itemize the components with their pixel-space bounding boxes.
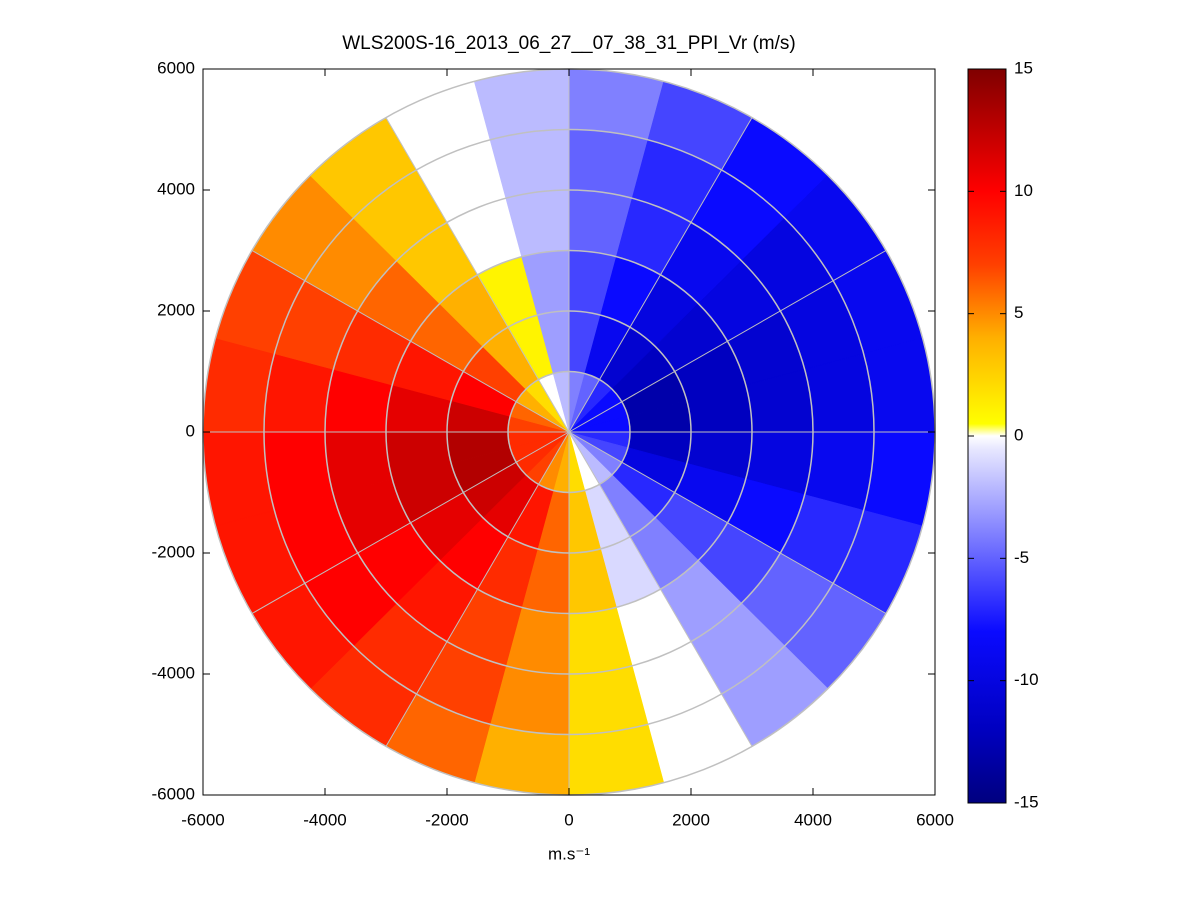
colorbar-tick-label: 15	[1014, 58, 1033, 77]
y-tick-label: -6000	[152, 784, 195, 803]
x-tick-label: -2000	[425, 810, 468, 829]
x-tick-label: -6000	[181, 810, 224, 829]
y-tick-label: -4000	[152, 663, 195, 682]
colorbar-tick-label: -10	[1014, 670, 1039, 689]
azimuth-spoke	[251, 250, 570, 433]
azimuth-spoke	[568, 250, 887, 433]
x-tick-label: 4000	[794, 810, 832, 829]
x-tick-label: 2000	[672, 810, 710, 829]
x-tick-label: 0	[564, 810, 573, 829]
azimuth-spoke	[251, 431, 570, 614]
x-tick-label: -4000	[303, 810, 346, 829]
colorbar-tick-label: 5	[1014, 303, 1023, 322]
colorbar-tick-label: -5	[1014, 548, 1029, 567]
y-tick-label: 2000	[157, 300, 195, 319]
y-tick-label: 4000	[157, 179, 195, 198]
y-tick-label: -2000	[152, 542, 195, 561]
azimuth-spoke	[568, 431, 887, 614]
colorbar-tick-label: 0	[1014, 425, 1023, 444]
x-axis-label: m.s⁻¹	[548, 844, 590, 863]
azimuth-spoke	[385, 431, 570, 747]
chart-title: WLS200S-16_2013_06_27__07_38_31_PPI_Vr (…	[342, 33, 796, 54]
y-tick-label: 0	[186, 421, 195, 440]
azimuth-spoke	[385, 117, 570, 433]
colorbar-tick-label: -15	[1014, 792, 1039, 811]
y-tick-label: 6000	[157, 58, 195, 77]
azimuth-spoke	[568, 431, 753, 747]
azimuth-spoke	[568, 117, 753, 433]
colorbar-tick-label: 10	[1014, 181, 1033, 200]
x-tick-label: 6000	[916, 810, 954, 829]
